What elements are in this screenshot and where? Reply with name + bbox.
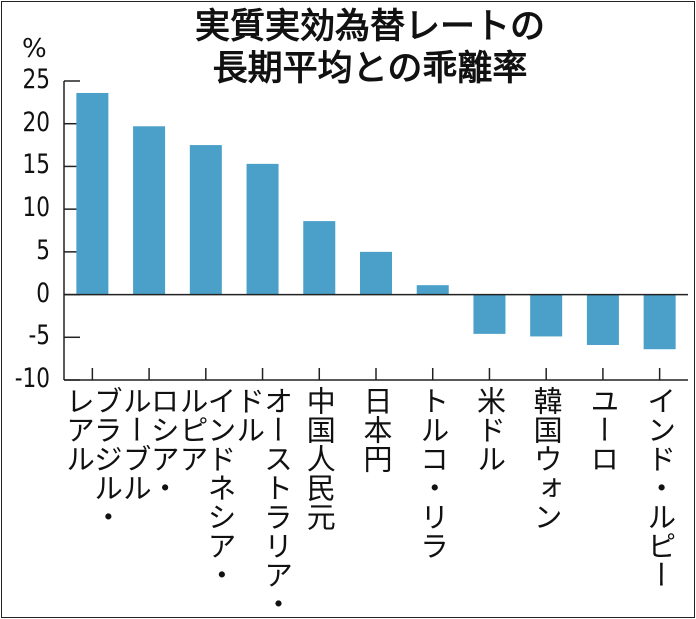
bar-9 [586,294,619,345]
chart-title-line-1: 実質実効為替レートの [194,7,545,47]
y-tick-label: 10 [22,192,50,224]
y-tick-label: 20 [22,106,50,138]
y-tick-label: 0 [36,277,50,309]
x-tick-label: オーストラリア・ ドル [231,386,294,618]
x-tick-label: 韓国ウォン [529,386,564,531]
chart-title: 実質実効為替レートの 長期平均との乖離率 [150,6,590,90]
y-tick-label: -5 [28,320,50,352]
bar-6 [416,285,449,295]
x-tick-label: トルコ・リラ [415,386,450,560]
bar-5 [360,251,392,295]
y-tick-label: 25 [22,64,50,95]
y-tick-label: -10 [14,363,50,394]
bar-0 [76,92,109,295]
bar-2 [189,145,222,295]
x-tick-label: ユーロ [585,386,620,473]
bar-8 [530,294,563,337]
x-tick-label: ロシア・ ルーブル [118,386,181,502]
bar-7 [473,294,506,334]
x-tick-label: 米ドル [472,386,507,473]
y-axis-unit: % [22,34,47,64]
chart-title-line-2: 長期平均との乖離率 [212,49,528,89]
y-tick-label: 15 [22,149,50,181]
bar-3 [246,163,279,295]
bar-1 [133,126,166,295]
bar-4 [303,221,336,295]
y-tick-label: 5 [36,234,50,266]
x-tick-label: ブラジル・ レアル [61,386,124,531]
x-tick-label: 日本円 [359,386,393,473]
x-tick-label: 中国人民元 [302,386,337,531]
x-tick-label: インドネシア・ ルピア [174,386,237,589]
x-tick-label: インド・ルピー [642,386,677,589]
bar-10 [643,294,676,350]
